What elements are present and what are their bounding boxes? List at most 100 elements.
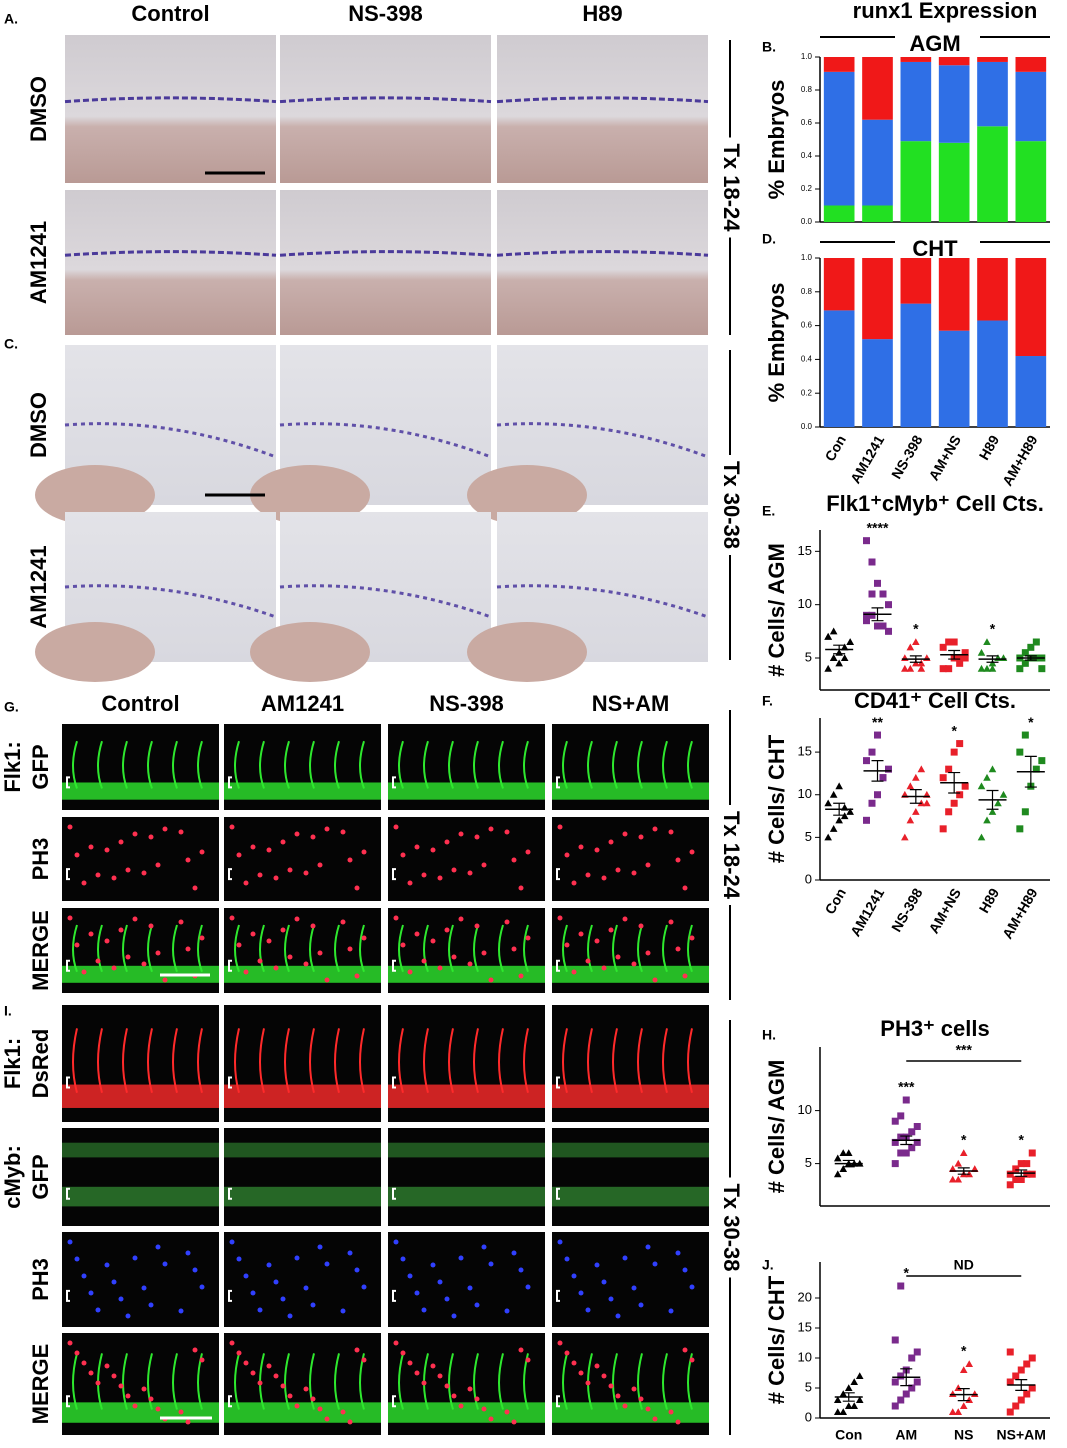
row-label: Flk1: [0, 1038, 25, 1089]
label-bg [718, 455, 742, 555]
data-point [956, 654, 964, 662]
image-detail [652, 977, 658, 983]
image-detail [62, 1084, 219, 1108]
error-bar [909, 655, 922, 663]
image-detail [224, 1186, 381, 1207]
image-detail [437, 875, 443, 881]
image [388, 1232, 545, 1327]
image-detail [66, 959, 70, 972]
image-detail [467, 1285, 473, 1291]
image-detail [511, 946, 517, 952]
error-bar [986, 789, 999, 810]
data-point [908, 1144, 916, 1152]
image-detail [414, 1370, 420, 1376]
image-detail [407, 880, 413, 886]
image-detail [340, 1409, 346, 1415]
image-detail [67, 915, 73, 921]
image-detail [594, 847, 600, 853]
image-detail [104, 1262, 110, 1268]
data-point [999, 654, 1008, 662]
error-bar [900, 1135, 913, 1146]
image-detail [354, 1267, 360, 1273]
image-detail [243, 1360, 249, 1366]
image-detail [668, 1409, 674, 1415]
image-detail [273, 875, 279, 881]
data-point [954, 1159, 963, 1167]
data-point [829, 627, 838, 635]
image-detail [104, 938, 110, 944]
image [224, 1232, 381, 1327]
image-detail [451, 867, 457, 873]
data-point [999, 790, 1008, 798]
error-bar [1015, 1169, 1028, 1177]
image-detail [250, 931, 256, 937]
image-detail [444, 839, 450, 845]
image-detail [488, 1416, 494, 1422]
data-point [1028, 1354, 1036, 1362]
image-detail [35, 622, 155, 682]
data-point [970, 1390, 979, 1398]
image-detail [571, 880, 577, 886]
bar-segment [862, 258, 893, 340]
image-detail [324, 1416, 330, 1422]
image-detail [556, 1395, 560, 1408]
image-detail [199, 1284, 205, 1290]
data-point [901, 833, 909, 841]
image-detail [74, 942, 80, 948]
y-tick-label: 5 [805, 1155, 812, 1170]
row-label: GFP [28, 1154, 53, 1199]
label-bg [718, 805, 742, 905]
data-point [1016, 748, 1024, 756]
image-detail [556, 1076, 560, 1089]
image-detail [303, 870, 309, 876]
y-tick-label: 1.0 [801, 52, 813, 61]
data-point [977, 782, 986, 790]
data-point [1028, 1149, 1036, 1157]
y-tick-label: 5 [805, 829, 812, 844]
image-detail [162, 826, 168, 832]
data-point [829, 825, 838, 832]
bar-segment [977, 57, 1008, 62]
data-point [1023, 1170, 1031, 1178]
image-detail [162, 977, 168, 983]
data-point [970, 1165, 979, 1172]
image-detail [243, 969, 249, 975]
data-point [1032, 765, 1040, 773]
image-detail [474, 1396, 480, 1402]
bar-segment [823, 57, 855, 72]
image-detail [125, 1313, 131, 1319]
row-label: AM1241 [26, 221, 51, 304]
image-detail [430, 847, 436, 853]
image-detail [250, 844, 256, 850]
data-point [897, 1282, 905, 1290]
data-point [948, 1408, 957, 1416]
image-detail [444, 1296, 450, 1302]
image-detail [608, 1296, 614, 1302]
image-detail [148, 834, 154, 840]
data-point [988, 664, 997, 672]
data-point [906, 664, 915, 672]
image-detail [354, 973, 360, 979]
image-detail [141, 870, 147, 876]
data-point [874, 622, 881, 630]
image-detail [228, 1395, 232, 1408]
image-detail [340, 1308, 346, 1314]
image-detail [467, 961, 473, 967]
data-point [885, 765, 892, 773]
data-point [839, 1390, 848, 1398]
image-detail [556, 776, 560, 789]
image-detail [474, 1302, 480, 1308]
bar-segment [900, 57, 932, 62]
x-tick-label: H89 [976, 885, 1003, 915]
image-detail [622, 831, 628, 837]
image-detail [518, 973, 524, 979]
image-detail [496, 96, 709, 104]
image-detail [552, 1186, 709, 1207]
y-tick-label: 0.4 [801, 151, 813, 160]
data-point [850, 1378, 859, 1386]
y-tick-label: 5 [805, 649, 812, 664]
data-point [901, 664, 909, 672]
image-detail [414, 1290, 420, 1296]
image-detail [266, 1262, 272, 1268]
image-detail [141, 961, 147, 967]
